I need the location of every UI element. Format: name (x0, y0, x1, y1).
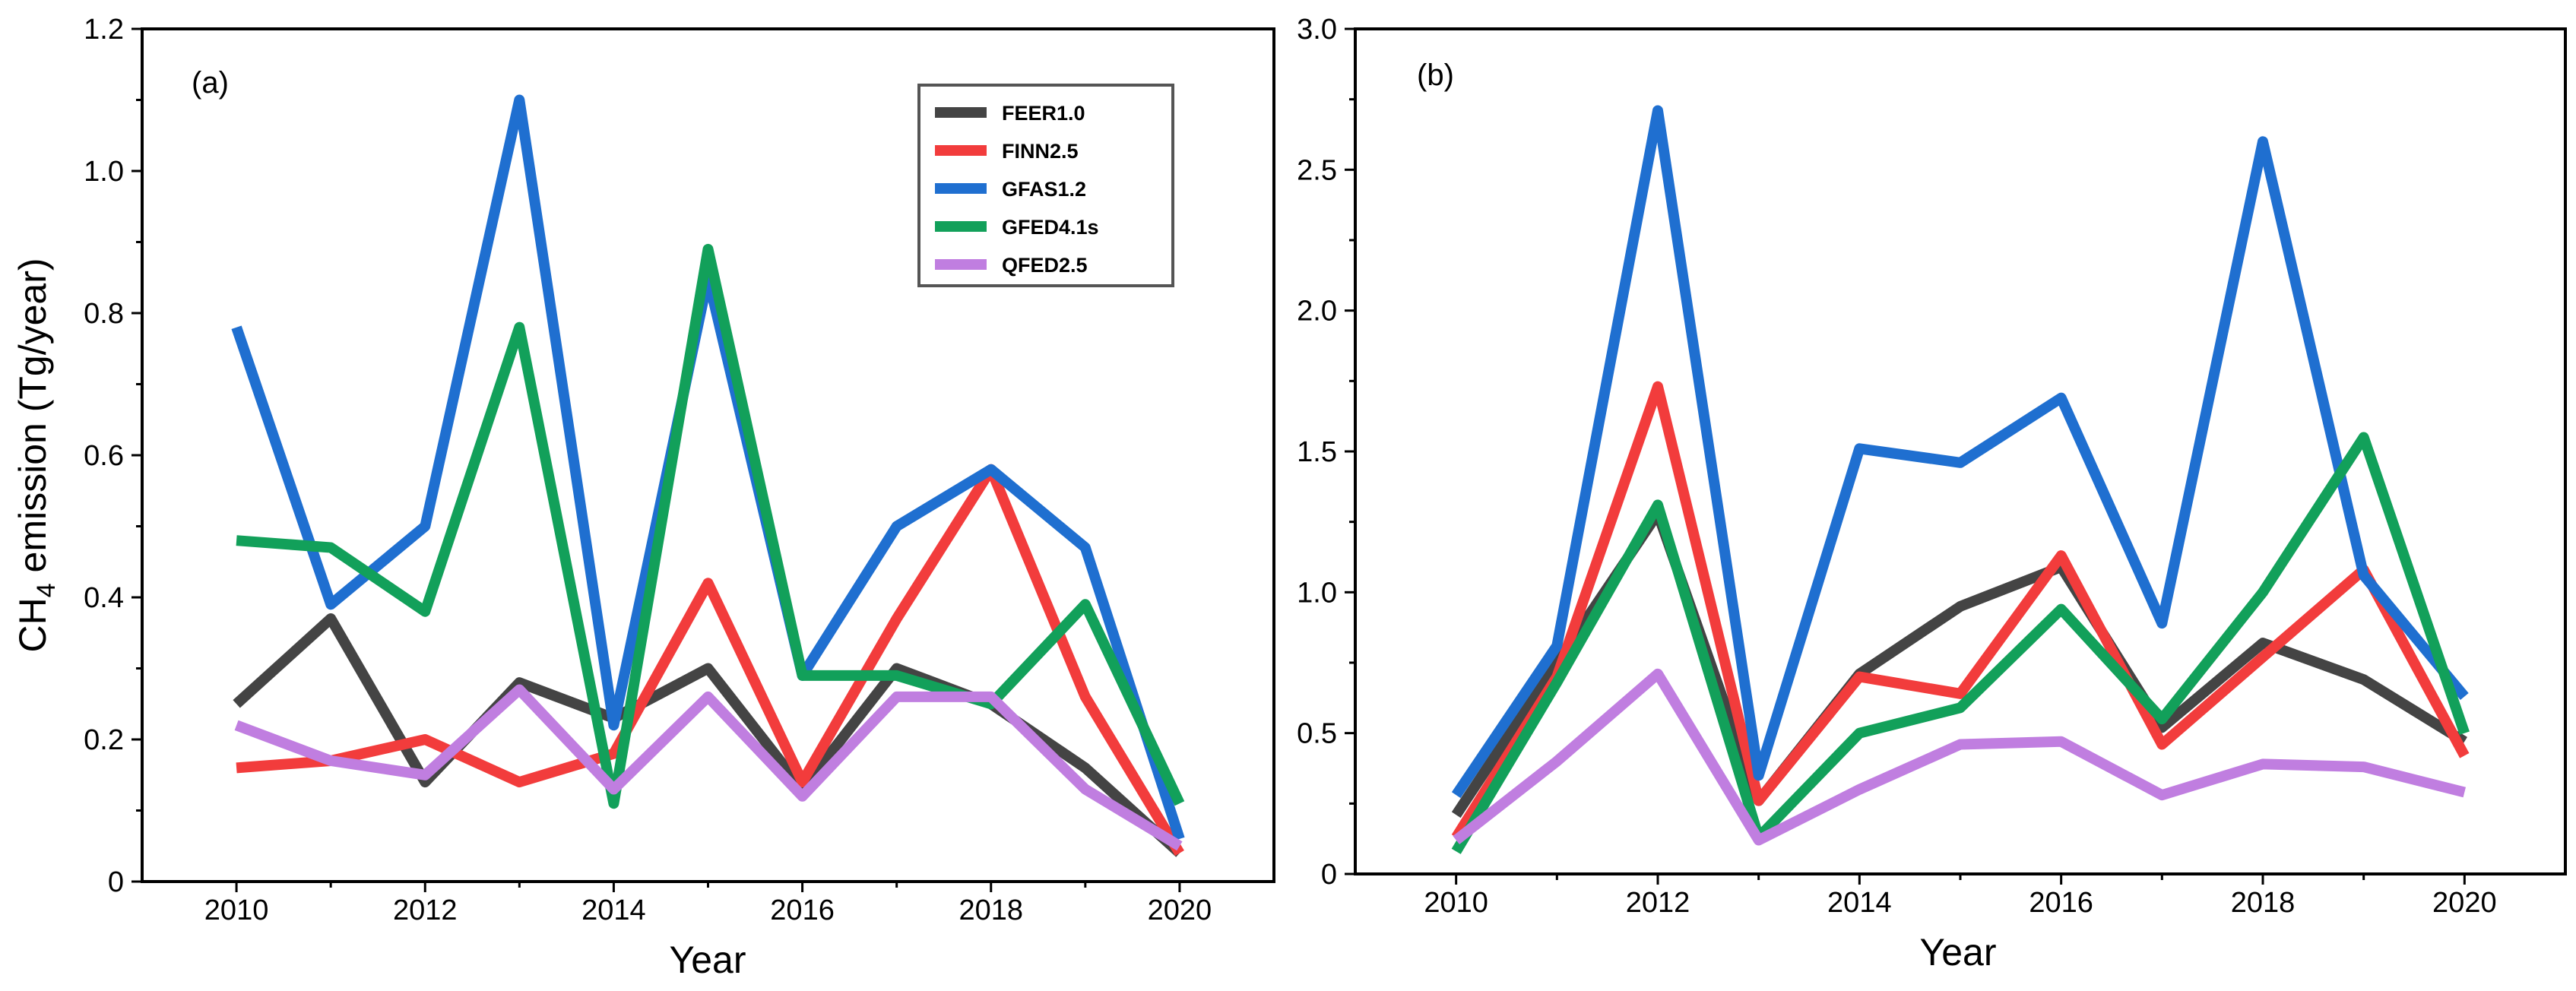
panel-b-series-qfed2-5 (1453, 668, 2467, 846)
panel-a-ticks: 2010 2012 2014 2016 2018 2020 0 0.2 0.4 0.6 0.8 1.0… (84, 14, 1212, 926)
panel-a-y-tick-label: 0.4 (84, 582, 124, 614)
panel-a-y-tick-label: 0.8 (84, 298, 124, 330)
legend-label-finn2-5: FINN2.5 (1002, 140, 1079, 163)
panel-b-series-gfas1-2 (1451, 105, 2469, 799)
panel-a-x-tick-label: 2018 (958, 894, 1023, 926)
panel-b-series-finn2-5 (1451, 381, 2470, 841)
panel-b-x-tick-label: 2014 (1827, 887, 1892, 919)
legend: FEER1.0 FINN2.5 GFAS1.2 GFED4.1s QFED2.5 (917, 84, 1174, 287)
panel-b-label: (b) (1417, 59, 1454, 92)
panel-a-series-finn2-5 (236, 464, 1184, 856)
panel-b-y-tick-label: 3.0 (1297, 14, 1337, 46)
legend-label-qfed2-5: QFED2.5 (1002, 254, 1088, 277)
panel-a-y-tick-label: 0.2 (84, 724, 124, 756)
panel-b-y-tick-label: 1.5 (1297, 436, 1337, 468)
panel-a-y-tick-label: 0 (108, 866, 124, 898)
panel-b-x-tick-label: 2016 (2029, 887, 2093, 919)
panel-a-x-tick-label: 2014 (581, 894, 646, 926)
panel-a-series-gfed4-1s (236, 243, 1185, 809)
panel-a-y-tick-label: 1.0 (84, 156, 124, 188)
panel-b-x-tick-label: 2012 (1626, 887, 1690, 919)
panel-b-chart: 2010 2012 2014 2016 2018 2020 0 0.5 1.0 1.5 2.0 2.5… (1297, 14, 2567, 974)
panel-b-ticks: 2010 2012 2014 2016 2018 2020 0 0.5 1.0 1.5 2.0 2.5… (1297, 14, 2496, 919)
panel-b-x-tick-label: 2010 (1424, 887, 1488, 919)
panel-b-x-axis-title: Year (1919, 931, 1996, 974)
panel-b-y-tick-label: 2.0 (1297, 296, 1337, 328)
panel-a-x-tick-label: 2016 (770, 894, 835, 926)
legend-label-gfas1-2: GFAS1.2 (1002, 178, 1086, 201)
panel-b-y-tick-label: 1.0 (1297, 577, 1337, 609)
panel-a-y-tick-label: 1.2 (84, 14, 124, 46)
panel-a-y-tick-label: 0.6 (84, 440, 124, 472)
panel-a-y-axis-title: CH4 emission (Tg/year) (11, 258, 61, 652)
panel-a-series-group (231, 94, 1185, 857)
panel-a-y-axis-title-sub: 4 (32, 583, 61, 597)
panel-a-label: (a) (192, 66, 229, 100)
panel-b-y-tick-label: 0 (1321, 859, 1337, 891)
panel-b-y-tick-label: 2.5 (1297, 154, 1337, 186)
legend-items: FEER1.0 FINN2.5 GFAS1.2 GFED4.1s QFED2.5 (935, 102, 1099, 277)
panel-a-chart: 2010 2012 2014 2016 2018 2020 0 0.2 0.4 0.6 0.8 1.0… (11, 14, 1275, 981)
panel-b-y-tick-label: 0.5 (1297, 718, 1337, 750)
panel-a-x-tick-label: 2020 (1148, 894, 1212, 926)
panel-a-series-qfed2-5 (234, 684, 1183, 851)
panel-a-x-tick-label: 2010 (204, 894, 269, 926)
panel-b-series-gfed4-1s (1451, 432, 2470, 854)
panel-b-series-group (1451, 105, 2470, 854)
panel-b-x-tick-label: 2020 (2432, 887, 2497, 919)
panel-b-x-tick-label: 2018 (2231, 887, 2296, 919)
panel-a-x-tick-label: 2012 (393, 894, 458, 926)
panel-a-y-axis-title-rest: emission (Tg/year) (11, 258, 54, 583)
panel-a-x-axis-title: Year (669, 939, 746, 981)
legend-label-gfed4-1s: GFED4.1s (1002, 216, 1099, 239)
panel-a-y-axis-title-main: CH (11, 597, 54, 652)
legend-label-feer1-0: FEER1.0 (1002, 102, 1085, 125)
